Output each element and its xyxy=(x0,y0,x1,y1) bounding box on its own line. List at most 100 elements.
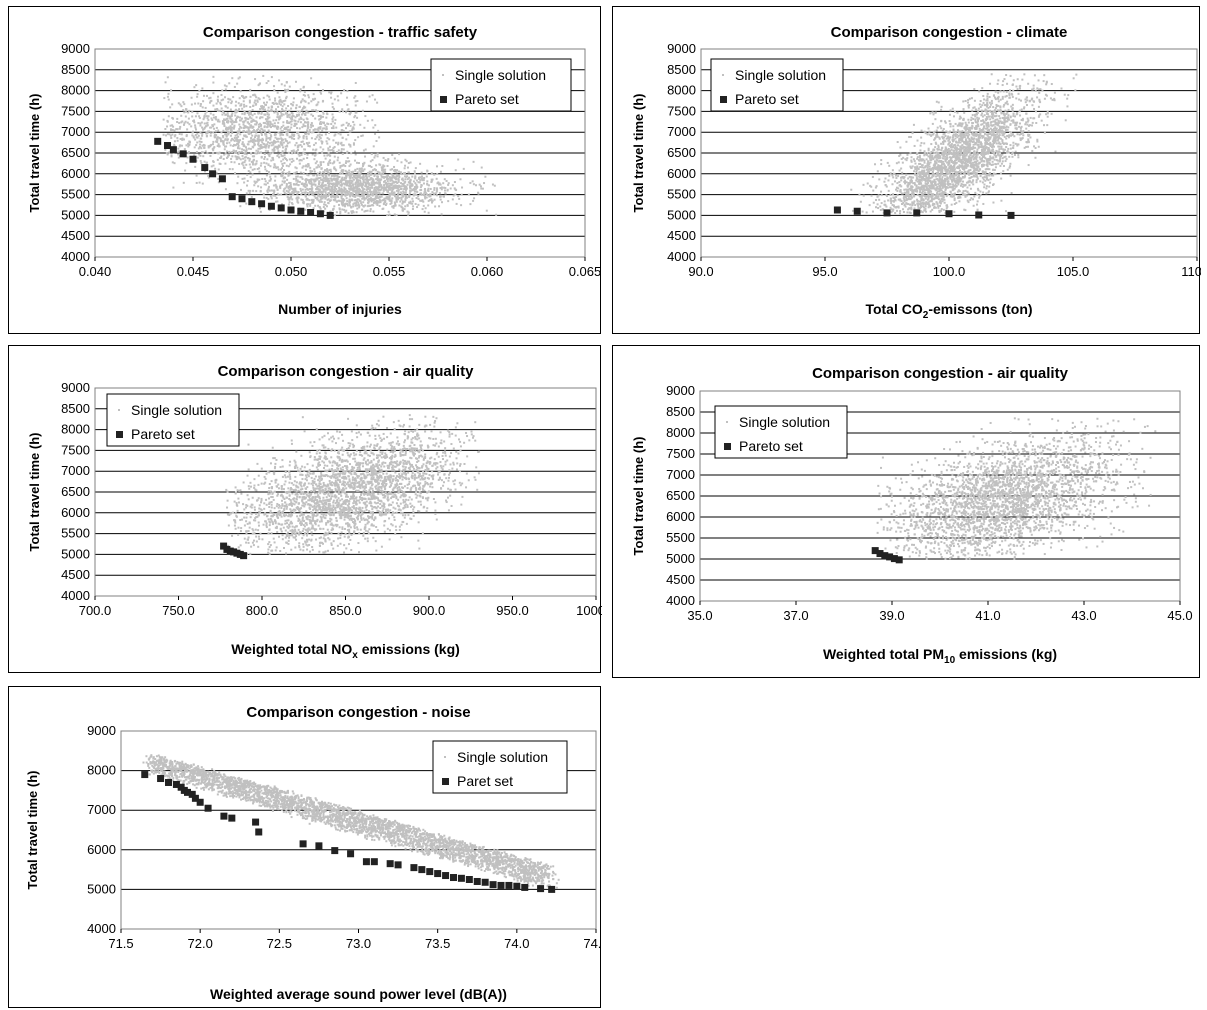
single-solution-point xyxy=(283,188,286,191)
single-solution-point xyxy=(976,193,979,196)
single-solution-point xyxy=(245,149,248,152)
single-solution-point xyxy=(254,78,257,81)
single-solution-point xyxy=(938,166,941,169)
single-solution-point xyxy=(984,108,987,111)
single-solution-point xyxy=(293,122,296,125)
single-solution-point xyxy=(330,196,333,199)
single-solution-point xyxy=(971,109,974,112)
single-solution-point xyxy=(337,182,340,185)
single-solution-point xyxy=(379,199,382,202)
single-solution-point xyxy=(1019,137,1022,140)
single-solution-point xyxy=(323,171,326,174)
single-solution-point xyxy=(1037,105,1040,108)
single-solution-point xyxy=(267,80,270,83)
single-solution-point xyxy=(374,188,377,191)
single-solution-point xyxy=(276,188,279,191)
single-solution-point xyxy=(373,175,376,178)
single-solution-point xyxy=(907,191,910,194)
single-solution-point xyxy=(941,168,944,171)
single-solution-point xyxy=(336,95,339,98)
single-solution-point xyxy=(400,185,403,188)
single-solution-point xyxy=(341,164,344,167)
single-solution-point xyxy=(976,111,979,114)
single-solution-point xyxy=(310,181,313,184)
single-solution-point xyxy=(357,162,360,165)
single-solution-point xyxy=(323,201,326,204)
single-solution-point xyxy=(409,187,412,190)
single-solution-point xyxy=(318,188,321,191)
x-tick-label: 0.050 xyxy=(275,264,308,279)
single-solution-point xyxy=(952,176,955,179)
single-solution-point xyxy=(920,199,923,202)
single-solution-point xyxy=(335,141,338,144)
single-solution-point xyxy=(300,140,303,143)
single-solution-point xyxy=(382,189,385,192)
single-solution-point xyxy=(214,108,217,111)
single-solution-point xyxy=(932,187,935,190)
single-solution-point xyxy=(1008,96,1011,99)
single-solution-point xyxy=(919,203,922,206)
single-solution-point xyxy=(332,149,335,152)
single-solution-point xyxy=(366,181,369,184)
single-solution-point xyxy=(956,133,959,136)
single-solution-point xyxy=(977,137,980,140)
single-solution-point xyxy=(266,111,269,114)
single-solution-point xyxy=(204,170,207,173)
single-solution-point xyxy=(275,119,278,122)
single-solution-point xyxy=(319,198,322,201)
single-solution-point xyxy=(322,190,325,193)
single-solution-point xyxy=(954,133,957,136)
single-solution-point xyxy=(958,196,961,199)
single-solution-point xyxy=(242,123,245,126)
legend-box xyxy=(430,58,572,112)
single-solution-point xyxy=(320,178,323,181)
single-solution-point xyxy=(280,139,283,142)
single-solution-point xyxy=(985,115,988,118)
single-solution-point xyxy=(927,168,930,171)
single-solution-point xyxy=(281,130,284,133)
single-solution-point xyxy=(293,119,296,122)
single-solution-point xyxy=(348,190,351,193)
single-solution-point xyxy=(304,186,307,189)
single-solution-point xyxy=(235,121,238,124)
single-solution-point xyxy=(313,143,316,146)
single-solution-point xyxy=(978,139,981,142)
single-solution-point xyxy=(322,188,325,191)
single-solution-point xyxy=(369,160,372,163)
single-solution-point xyxy=(975,121,978,124)
single-solution-point xyxy=(957,141,960,144)
single-solution-point xyxy=(287,165,290,168)
single-solution-point xyxy=(302,136,305,139)
single-solution-point xyxy=(469,181,472,184)
single-solution-point xyxy=(281,155,284,158)
single-solution-point xyxy=(427,199,430,202)
pareto-point xyxy=(258,200,266,208)
single-solution-point xyxy=(380,188,383,191)
single-solution-point xyxy=(355,192,358,195)
single-solution-point xyxy=(969,129,972,132)
single-solution-point xyxy=(297,114,300,117)
single-solution-point xyxy=(1001,95,1004,98)
single-solution-point xyxy=(976,148,979,151)
single-solution-point xyxy=(981,104,984,107)
single-solution-point xyxy=(426,193,429,196)
single-solution-point xyxy=(928,156,931,159)
single-solution-point xyxy=(994,126,997,129)
single-solution-point xyxy=(964,154,967,157)
single-solution-point xyxy=(349,111,352,114)
single-solution-point xyxy=(211,125,214,128)
single-solution-point xyxy=(936,156,939,159)
single-solution-point xyxy=(337,199,340,202)
single-solution-point xyxy=(317,110,320,113)
single-solution-point xyxy=(374,132,377,135)
single-solution-point xyxy=(420,184,423,187)
single-solution-point xyxy=(337,196,340,199)
single-solution-point xyxy=(282,113,285,116)
single-solution-point xyxy=(420,171,423,174)
single-solution-point xyxy=(360,203,363,206)
single-solution-point xyxy=(207,130,210,133)
single-solution-point xyxy=(367,164,370,167)
single-solution-point xyxy=(250,117,253,120)
single-solution-point xyxy=(333,167,336,170)
single-solution-point xyxy=(999,158,1002,161)
